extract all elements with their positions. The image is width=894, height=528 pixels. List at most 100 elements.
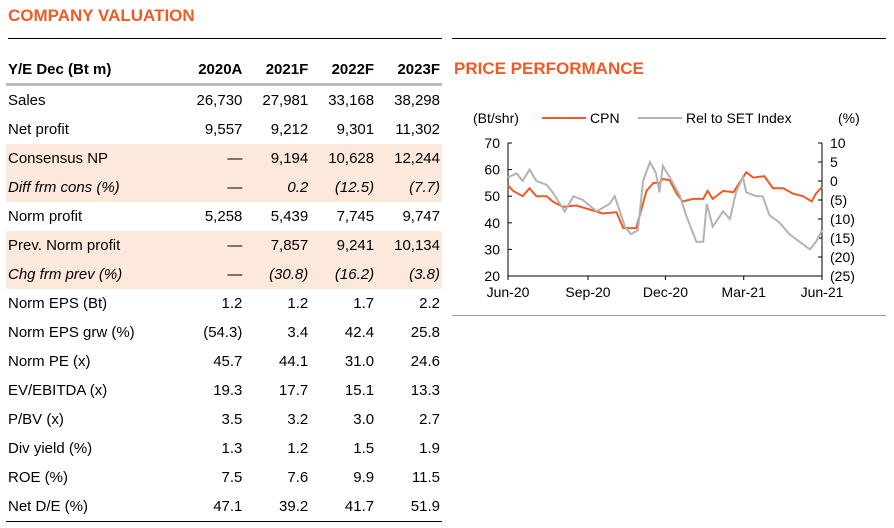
cell-value: — — [178, 144, 245, 173]
cell-value: 2.7 — [419, 411, 440, 428]
y-tick-label-left: 30 — [484, 241, 500, 257]
y-tick-label-right: (25) — [830, 268, 855, 284]
table-row: EV/EBITDA (x) 19.3 17.7 15.1 13.3 — [6, 376, 442, 405]
column-header: 2021F — [244, 55, 311, 86]
cell-value: 47.1 — [178, 492, 245, 522]
cell-value: 9.9 — [353, 469, 375, 486]
cell-value: 38,298 — [394, 92, 440, 109]
cell-value: 5,258 — [204, 208, 243, 225]
y-tick-label-right: (5) — [830, 192, 847, 208]
cell-value: 1.7 — [353, 295, 375, 312]
column-header: 2020A — [178, 55, 245, 86]
cell-value: 9,301 — [336, 121, 375, 138]
row-label: Diff frm cons (%) — [6, 173, 179, 202]
cell-value: 5,439 — [270, 208, 309, 225]
cell-value: (16.2) — [310, 260, 377, 289]
cell-value: 1.9 — [419, 440, 440, 457]
table-header: Y/E Dec (Bt m) 2020A 2021F 2022F 2023F — [6, 55, 442, 86]
cell-value: (12.5) — [310, 173, 377, 202]
x-tick-label: Sep-20 — [565, 284, 610, 300]
cell-value: 44.1 — [279, 353, 309, 370]
cell-value: 1.2 — [287, 295, 309, 312]
cell-value: 13.3 — [410, 382, 440, 399]
table-row: Net D/E (%) 47.1 39.2 41.7 51.9 — [6, 492, 442, 522]
legend-label: CPN — [590, 110, 620, 126]
cell-value: 3.2 — [287, 411, 309, 428]
table-row: Norm EPS (Bt) 1.2 1.2 1.7 2.2 — [6, 289, 442, 318]
price-title: PRICE PERFORMANCE — [454, 59, 644, 78]
y-tick-label-right: 5 — [830, 154, 838, 170]
y-tick-label-right: (20) — [830, 249, 855, 265]
x-tick-label: Mar-21 — [722, 284, 767, 300]
valuation-table: Y/E Dec (Bt m) 2020A 2021F 2022F 2023F Sales… — [6, 55, 442, 522]
cell-value: 15.1 — [344, 382, 375, 399]
cell-value: (54.3) — [203, 324, 243, 341]
cell-value: 39.2 — [244, 492, 311, 522]
y-tick-label-right: (15) — [830, 230, 855, 246]
valuation-title: COMPANY VALUATION — [8, 6, 195, 25]
cell-value: — — [178, 231, 245, 260]
cell-value: — — [178, 173, 245, 202]
table-row: Sales 26,730 27,981 33,168 38,298 — [6, 85, 442, 116]
cell-value: 3.0 — [353, 411, 375, 428]
legend-label: Rel to SET Index — [686, 110, 792, 126]
cell-value: 0.2 — [244, 173, 311, 202]
row-label: Div yield (%) — [8, 440, 93, 457]
row-label: Consensus NP — [6, 144, 179, 173]
column-header: Y/E Dec (Bt m) — [6, 55, 179, 86]
table-row: ROE (%) 7.5 7.6 9.9 11.5 — [6, 463, 442, 492]
row-label: Net D/E (%) — [6, 492, 179, 522]
cell-value: 51.9 — [376, 492, 442, 522]
y-tick-label-left: 70 — [484, 135, 500, 151]
x-tick-label: Jun-20 — [487, 284, 530, 300]
cell-value: 10,134 — [376, 231, 442, 260]
cell-value: 45.7 — [213, 353, 243, 370]
row-label: Sales — [8, 92, 46, 109]
table-row: Norm EPS grw (%) (54.3) 3.4 42.4 25.8 — [6, 318, 442, 347]
y-axis-label-right: (%) — [838, 110, 860, 126]
cell-value: 9,241 — [310, 231, 377, 260]
cell-value: 41.7 — [310, 492, 377, 522]
y-tick-label-right: (10) — [830, 211, 855, 227]
series-line-cpn — [507, 170, 823, 230]
cell-value: 3.5 — [221, 411, 243, 428]
row-label: Norm profit — [8, 208, 83, 225]
cell-value: 9,212 — [270, 121, 309, 138]
table-row: Prev. Norm profit —7,857 9,241 10,134 — [6, 231, 442, 260]
table-row: Consensus NP —9,194 10,628 12,244 — [6, 144, 442, 173]
y-tick-label-left: 60 — [484, 162, 500, 178]
cell-value: 42.4 — [344, 324, 375, 341]
table-row: Diff frm cons (%) —0.2 (12.5) (7.7) — [6, 173, 442, 202]
cell-value: 2.2 — [419, 295, 440, 312]
cell-value: 1.3 — [221, 440, 243, 457]
cell-value: 9,747 — [402, 208, 440, 225]
y-tick-label-left: 20 — [484, 268, 500, 284]
column-header: 2023F — [376, 55, 442, 86]
x-tick-label: Jun-21 — [801, 284, 844, 300]
y-axis-label-left: (Bt/shr) — [473, 110, 519, 126]
row-label: P/BV (x) — [8, 411, 64, 428]
cell-value: 11.5 — [411, 469, 440, 486]
cell-value: 10,628 — [310, 144, 377, 173]
price-chart: 7060504030201050(5)(10)(15)(20)(25)Jun-2… — [473, 110, 860, 300]
row-label: Norm PE (x) — [8, 353, 91, 370]
table-row: Net profit 9,557 9,212 9,301 11,302 — [6, 115, 442, 144]
cell-value: 7.6 — [287, 469, 309, 486]
row-label: Chg frm prev (%) — [6, 260, 179, 289]
row-label: EV/EBITDA (x) — [8, 382, 108, 399]
row-label: Net profit — [8, 121, 69, 138]
cell-value: 12,244 — [376, 144, 442, 173]
cell-value: 19.3 — [213, 382, 243, 399]
table-row: Div yield (%) 1.3 1.2 1.5 1.9 — [6, 434, 442, 463]
cell-value: 33,168 — [328, 92, 375, 109]
cell-value: (30.8) — [244, 260, 311, 289]
table-row: Norm PE (x) 45.7 44.1 31.0 24.6 — [6, 347, 442, 376]
cell-value: 25.8 — [410, 324, 440, 341]
table-row: Chg frm prev (%) — (30.8) (16.2) (3.8) — [6, 260, 442, 289]
cell-value: 7,857 — [244, 231, 311, 260]
y-tick-label-right: 10 — [830, 135, 846, 151]
cell-value: 1.5 — [353, 440, 375, 457]
cell-value: (3.8) — [376, 260, 442, 289]
y-tick-label-left: 50 — [484, 188, 500, 204]
cell-value: 9,557 — [204, 121, 243, 138]
